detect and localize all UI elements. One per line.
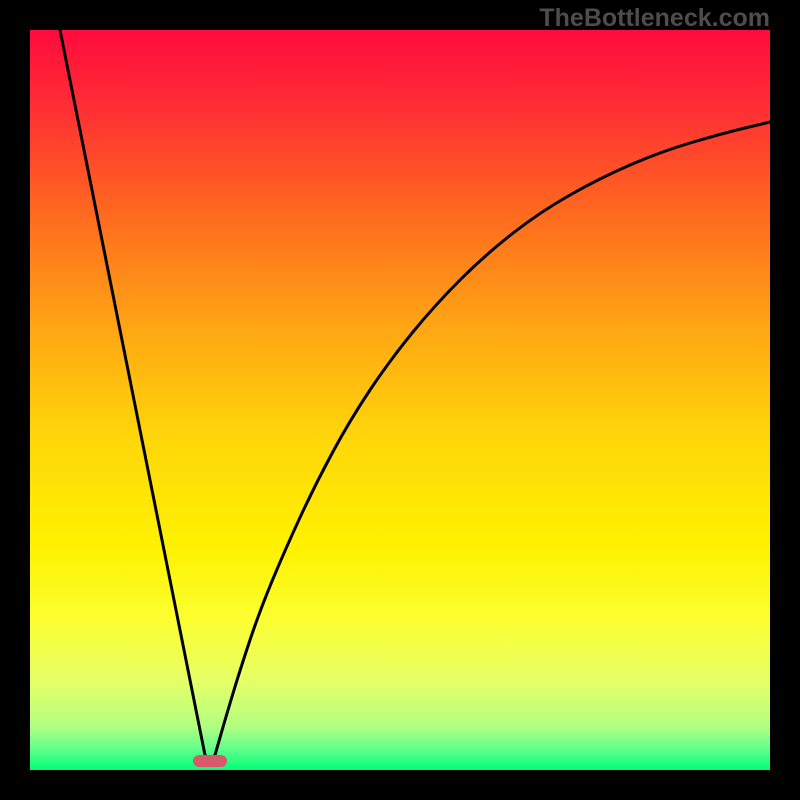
chart-frame: TheBottleneck.com (0, 0, 800, 800)
curve-layer (30, 30, 770, 770)
minimum-marker (193, 755, 227, 767)
bottleneck-curve (60, 30, 770, 760)
watermark-text: TheBottleneck.com (539, 4, 770, 33)
plot-area (30, 30, 770, 770)
